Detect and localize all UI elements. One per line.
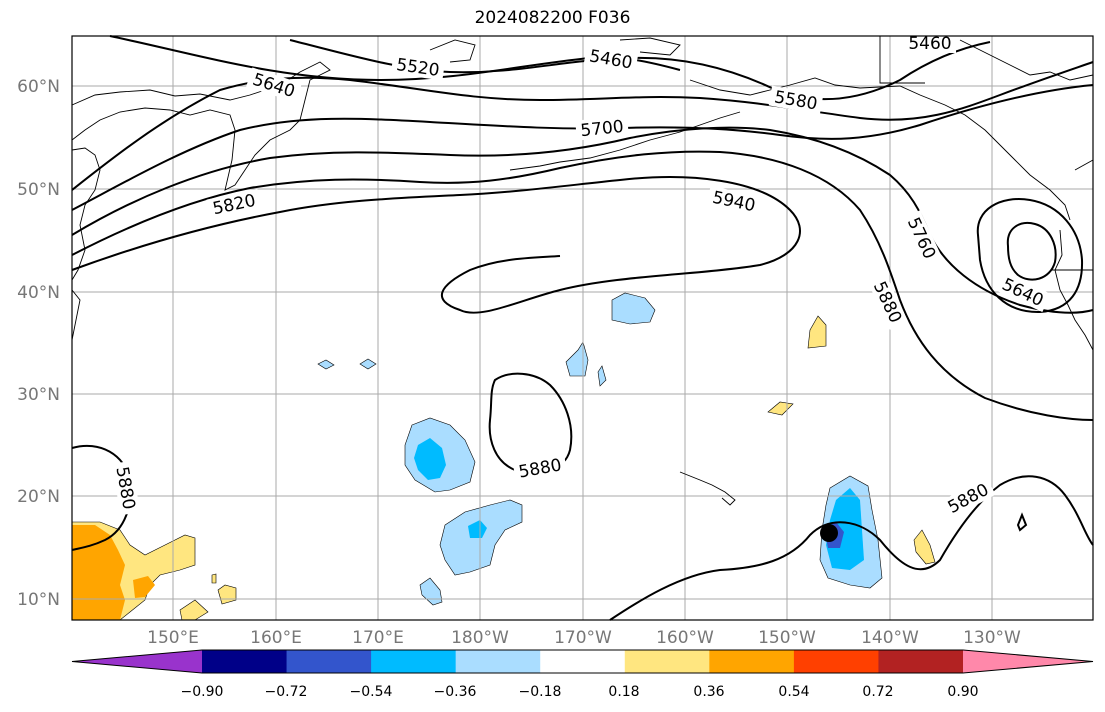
contour-label: 5880: [945, 480, 993, 518]
colorbar-segment: [371, 650, 457, 673]
longitude-labels: 150°E 160°E 170°E 180°W 170°W 160°W 150°…: [147, 628, 1021, 648]
colorbar-tick-label: −0.36: [434, 684, 477, 700]
map-title: 2024082200 F036: [474, 8, 631, 28]
negative-anomaly-blue-1: [414, 438, 446, 480]
colorbar-tick-label: 0.90: [947, 684, 978, 700]
negative-anomaly-lightblue-3: [419, 577, 443, 606]
contour-label: 5460: [588, 46, 634, 73]
map-frame: [71, 35, 1094, 621]
lon-tick-label: 160°E: [250, 628, 302, 648]
lon-tick-label: 160°W: [656, 628, 714, 648]
colorbar-segment: [878, 650, 964, 673]
lat-tick-label: 10°N: [17, 590, 60, 610]
colorbar-segment: [202, 650, 288, 673]
colorbar-tick-label: −0.72: [265, 684, 308, 700]
lat-tick-label: 60°N: [17, 77, 60, 97]
positive-anomaly-yellow-small2: [217, 584, 237, 605]
colorbar: [71, 649, 1094, 674]
lat-tick-label: 50°N: [17, 180, 60, 200]
negative-anomaly-lightblue-4: [611, 292, 656, 325]
negative-anomaly-lightblue-6: [597, 365, 607, 387]
latitude-labels: 60°N 50°N 40°N 30°N 20°N 10°N: [17, 77, 60, 610]
lat-tick-label: 20°N: [17, 487, 60, 507]
positive-anomaly-yellow-small3: [211, 573, 217, 584]
positive-anomaly-yellow-e3: [913, 529, 936, 565]
lon-tick-label: 130°W: [963, 628, 1021, 648]
lon-tick-label: 150°W: [758, 628, 816, 648]
contour-label: 5460: [908, 34, 951, 54]
coastlines: [71, 36, 1094, 506]
lon-tick-label: 150°E: [147, 628, 199, 648]
shaded-field: [71, 292, 936, 621]
positive-anomaly-yellow-e2: [767, 401, 794, 416]
graticule: [72, 36, 1093, 620]
colorbar-segment: [286, 650, 372, 673]
colorbar-segment: [624, 650, 710, 673]
colorbar-tick-label: −0.90: [181, 684, 224, 700]
negative-anomaly-lightblue-8: [359, 358, 377, 370]
contour-label: 5880: [517, 455, 563, 482]
negative-anomaly-lightblue-5: [565, 341, 589, 377]
contour-label-group: 5460 5520 5460 5640 5580 5700 5820 5940 …: [111, 33, 1051, 520]
colorbar-tick-label: −0.18: [519, 684, 562, 700]
storm-center-marker: [820, 524, 838, 542]
colorbar-tick-label: 0.72: [862, 684, 893, 700]
lon-tick-label: 180°W: [451, 628, 509, 648]
contour-label: 5580: [773, 87, 819, 114]
lat-tick-label: 40°N: [17, 283, 60, 303]
colorbar-tick-label: 0.36: [693, 684, 724, 700]
lon-tick-label: 170°W: [554, 628, 612, 648]
contour-label: 5880: [111, 465, 138, 511]
lon-tick-label: 170°E: [352, 628, 404, 648]
negative-anomaly-blue-2: [468, 520, 487, 538]
contour-label: 5700: [580, 117, 625, 141]
colorbar-tick-label: 0.54: [778, 684, 809, 700]
colorbar-tick-labels: −0.90 −0.72 −0.54 −0.36 −0.18 0.18 0.36 …: [181, 684, 979, 700]
lon-tick-label: 140°W: [861, 628, 919, 648]
contour-label: 5520: [395, 55, 441, 81]
contour-label: 5760: [903, 215, 939, 263]
colorbar-outline: [71, 649, 1094, 674]
colorbar-extend-low: [72, 650, 202, 673]
contour-label: 5940: [711, 188, 757, 217]
colorbar-tick-label: −0.54: [350, 684, 393, 700]
colorbar-segment: [709, 650, 795, 673]
colorbar-segment: [793, 650, 879, 673]
positive-anomaly-yellow-e1: [807, 315, 827, 349]
colorbar-tick-label: 0.18: [608, 684, 639, 700]
positive-anomaly-orange-sw: [72, 525, 125, 620]
colorbar-segment: [540, 650, 626, 673]
colorbar-extend-high: [963, 650, 1093, 673]
lat-tick-label: 30°N: [17, 385, 60, 405]
contour-label: 5880: [869, 279, 905, 327]
positive-anomaly-orange-sw2: [133, 576, 155, 598]
negative-anomaly-lightblue-7: [317, 359, 335, 370]
contour-label: 5640: [250, 70, 297, 102]
positive-anomaly-yellow-small1: [179, 599, 209, 621]
colorbar-segment: [455, 650, 541, 673]
negative-anomaly-blue-storm: [826, 488, 864, 570]
